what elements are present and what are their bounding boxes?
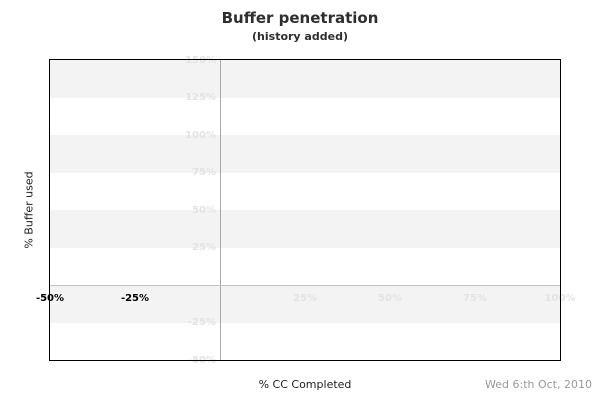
y-tick-label: 25% bbox=[192, 242, 216, 253]
chart-title: Buffer penetration bbox=[221, 9, 379, 27]
footer-date: Wed 6:th Oct, 2010 bbox=[485, 378, 592, 391]
y-tick-label: 100% bbox=[185, 129, 216, 141]
chart-subtitle: (history added) bbox=[252, 30, 348, 43]
shaded-band bbox=[50, 60, 560, 98]
x-tick-label: 50% bbox=[378, 293, 402, 304]
y-axis-title: % Buffer used bbox=[22, 171, 36, 249]
y-tick-label: 125% bbox=[185, 92, 216, 103]
shaded-band bbox=[50, 135, 560, 173]
y-zero-gridline bbox=[50, 284, 560, 286]
x-zero-gridline bbox=[219, 60, 221, 360]
shaded-band bbox=[50, 285, 560, 323]
y-tick-label: -50% bbox=[187, 354, 216, 366]
x-tick-label: 25% bbox=[293, 293, 317, 304]
x-tick-label: -25% bbox=[120, 293, 150, 304]
y-tick-label: -25% bbox=[187, 317, 216, 328]
x-tick-label: 100% bbox=[544, 293, 576, 304]
x-axis-title: % CC Completed bbox=[258, 378, 352, 391]
x-tick-label: 75% bbox=[463, 293, 487, 304]
y-tick-label: 75% bbox=[192, 167, 216, 178]
y-tick-label: 50% bbox=[192, 204, 216, 216]
y-tick-label: 150% bbox=[185, 54, 216, 66]
plot-area: 150% 125% 100% 75% 50% 25% -25% -50% -50% -25% 25%… bbox=[36, 55, 576, 366]
x-tick-label: -50% bbox=[35, 293, 65, 304]
shaded-band bbox=[50, 210, 560, 248]
